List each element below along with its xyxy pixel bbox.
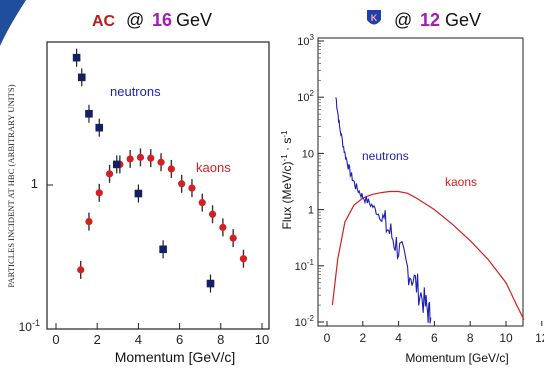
left-x-tick-label: 0 xyxy=(52,332,59,347)
right-header: K @ 12 GeV xyxy=(367,10,481,30)
corner-decoration xyxy=(0,0,26,46)
left-y-axis-label: PARTICLES INCIDENT AT HBC (ARBITRARY UNI… xyxy=(6,84,16,287)
left-kaon-point xyxy=(188,179,196,198)
left-data-marks xyxy=(72,48,248,293)
left-kaon-point xyxy=(95,183,103,202)
left-kaon-point xyxy=(77,260,85,279)
left-kaons-label: kaons xyxy=(196,160,231,175)
left-neutron-point xyxy=(95,118,104,137)
left-kaon-point xyxy=(157,153,165,172)
left-kaon-point xyxy=(85,212,93,231)
right-x-tick-label: 0 xyxy=(324,331,331,345)
left-kaon-point xyxy=(136,148,145,167)
right-y-tick-label: 103 xyxy=(297,33,314,48)
right-x-tick-label: 4 xyxy=(395,331,402,345)
right-y-tick-label: 10-2 xyxy=(295,314,315,329)
right-data-marks xyxy=(331,97,525,324)
left-facility-logo: AC xyxy=(92,13,116,30)
left-x-tick-labels: 0 2 4 6 8 10 xyxy=(47,184,269,347)
left-energy-unit: GeV xyxy=(176,10,212,30)
right-y-tick-label: 10 xyxy=(302,148,314,160)
left-neutron-point xyxy=(77,68,86,87)
left-neutron-point xyxy=(206,274,215,293)
left-kaon-point xyxy=(198,193,206,212)
right-y-tick-label: 102 xyxy=(297,89,314,104)
left-energy-value: 16 xyxy=(152,10,172,30)
right-neutrons-label: neutrons xyxy=(362,149,409,163)
right-y-tick-label: 1 xyxy=(308,205,314,217)
left-y-tick-0.1: 10-1 xyxy=(19,318,40,334)
right-kaons-label: kaons xyxy=(445,175,477,189)
right-x-axis-label: Momentum [GeV/c] xyxy=(405,351,508,365)
left-kaon-point xyxy=(219,218,227,237)
right-y-axis-label: Flux (MeV/c)-1 · s-1 xyxy=(280,130,294,229)
right-x-tick-label: 6 xyxy=(431,331,438,345)
left-kaon-point xyxy=(239,249,248,268)
right-plot-frame xyxy=(317,37,524,327)
left-kaon-point xyxy=(147,149,155,168)
left-neutron-point xyxy=(134,184,143,203)
right-neutrons-curve xyxy=(335,97,432,324)
right-energy-unit: GeV xyxy=(445,10,481,30)
left-at-sign: @ xyxy=(126,10,144,30)
right-facility-logo: K xyxy=(371,13,378,23)
left-neutron-point xyxy=(72,48,81,67)
right-kaons-curve xyxy=(331,190,525,320)
left-neutron-point xyxy=(85,104,93,123)
left-kaon-point xyxy=(208,205,217,224)
right-x-tick-label: 12 xyxy=(535,331,544,345)
left-neutron-point xyxy=(159,240,167,259)
right-energy-value: 12 xyxy=(420,10,440,30)
left-kaon-point xyxy=(105,164,114,183)
left-x-tick-label: 10 xyxy=(255,332,269,347)
right-x-tick-label: 8 xyxy=(467,331,474,345)
left-neutrons-label: neutrons xyxy=(110,84,161,99)
left-neutron-point xyxy=(112,155,121,174)
left-header: AC @ 16 GeV xyxy=(92,10,212,30)
left-chart: PARTICLES INCIDENT AT HBC (ARBITRARY UNI… xyxy=(6,41,270,365)
right-y-tick-label: 10-1 xyxy=(295,258,315,273)
left-x-tick-label: 2 xyxy=(94,332,101,347)
left-kaon-point xyxy=(126,149,134,168)
right-facility-shield-icon xyxy=(367,10,381,25)
right-x-tick-label: 2 xyxy=(359,331,366,345)
left-kaon-point xyxy=(178,174,186,193)
left-y-tick-1: 1 xyxy=(31,176,38,191)
left-x-axis-label: Momentum [GeV/c] xyxy=(115,349,236,365)
left-kaon-point xyxy=(229,229,237,248)
right-x-tick-labels: 0 2 4 6 8 10 12 xyxy=(324,321,544,345)
right-y-tick-labels: 10-2 10-1 1 10 102 103 xyxy=(295,33,324,329)
left-x-tick-label: 8 xyxy=(217,332,224,347)
right-at-sign: @ xyxy=(394,10,412,30)
left-x-tick-label: 4 xyxy=(135,332,142,347)
left-kaon-point xyxy=(167,159,175,178)
left-x-tick-label: 6 xyxy=(176,332,183,347)
right-x-tick-label: 10 xyxy=(499,331,513,345)
